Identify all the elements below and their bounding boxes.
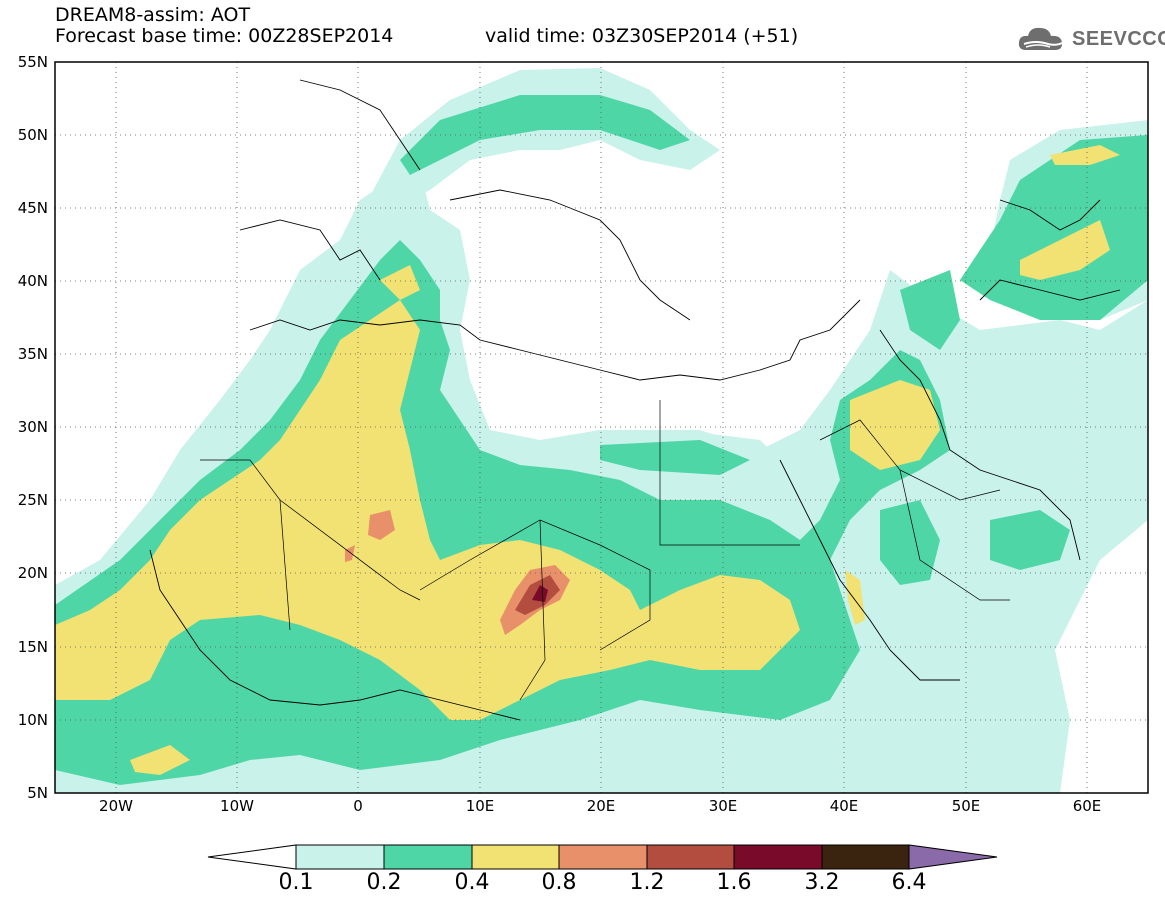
- colorbar-label-0.4: 0.4: [454, 870, 490, 895]
- lat-label-25n: 25N: [17, 491, 48, 509]
- colorbar: [207, 844, 998, 870]
- forecast-base-time: Forecast base time: 00Z28SEP2014: [55, 25, 394, 47]
- valid-time: valid time: 03Z30SEP2014 (+51): [485, 25, 799, 47]
- colorbar-bin-2: [383, 844, 473, 870]
- colorbar-over-triangle: [908, 844, 998, 870]
- lon-label-30e: 30E: [708, 797, 738, 815]
- seevccc-logo: SEEVCCC: [1016, 22, 1165, 56]
- lat-label-35n: 35N: [17, 345, 48, 363]
- map-frame: [54, 61, 1149, 794]
- lon-label-50e: 50E: [951, 797, 981, 815]
- lon-label-10w: 10W: [220, 797, 254, 815]
- logo-text: SEEVCCC: [1072, 27, 1165, 50]
- lat-label-55n: 55N: [17, 53, 48, 71]
- lon-label-0: 0: [353, 797, 363, 815]
- colorbar-bin-4: [558, 844, 648, 870]
- colorbar-bin-7: [821, 844, 910, 870]
- coastlines: [149, 79, 1121, 721]
- lat-label-45n: 45N: [17, 199, 48, 217]
- colorbar-bin-6: [733, 844, 823, 870]
- lon-label-20e: 20E: [586, 797, 616, 815]
- lat-label-20n: 20N: [17, 564, 48, 582]
- lon-label-60e: 60E: [1072, 797, 1102, 815]
- aot-contour-fill: [55, 68, 1148, 793]
- lon-label-10e: 10E: [465, 797, 495, 815]
- lat-label-30n: 30N: [17, 418, 48, 436]
- lat-label-15n: 15N: [17, 638, 48, 656]
- colorbar-label-3.2: 3.2: [804, 870, 840, 895]
- colorbar-label-0.8: 0.8: [541, 870, 577, 895]
- colorbar-label-0.2: 0.2: [366, 870, 402, 895]
- colorbar-bin-5: [646, 844, 735, 870]
- colorbar-under-triangle: [207, 844, 297, 870]
- cloud-icon: [1018, 27, 1063, 50]
- lat-label-40n: 40N: [17, 272, 48, 290]
- map-gridlines: [55, 62, 1148, 793]
- lat-label-5n: 5N: [27, 784, 48, 802]
- lon-label-40e: 40E: [829, 797, 859, 815]
- colorbar-bin-3: [471, 844, 560, 870]
- colorbar-label-0.1: 0.1: [278, 870, 314, 895]
- colorbar-label-1.2: 1.2: [629, 870, 665, 895]
- aot-band-1.6: [532, 585, 548, 602]
- lon-label-20w: 20W: [99, 797, 133, 815]
- colorbar-label-1.6: 1.6: [716, 870, 752, 895]
- aot-band-0.4: [55, 145, 1120, 775]
- colorbar-bin-1: [295, 844, 385, 870]
- lat-label-10n: 10N: [17, 711, 48, 729]
- lat-label-50n: 50N: [17, 126, 48, 144]
- colorbar-label-6.4: 6.4: [891, 870, 927, 895]
- map-title: DREAM8-assim: AOT: [55, 4, 251, 26]
